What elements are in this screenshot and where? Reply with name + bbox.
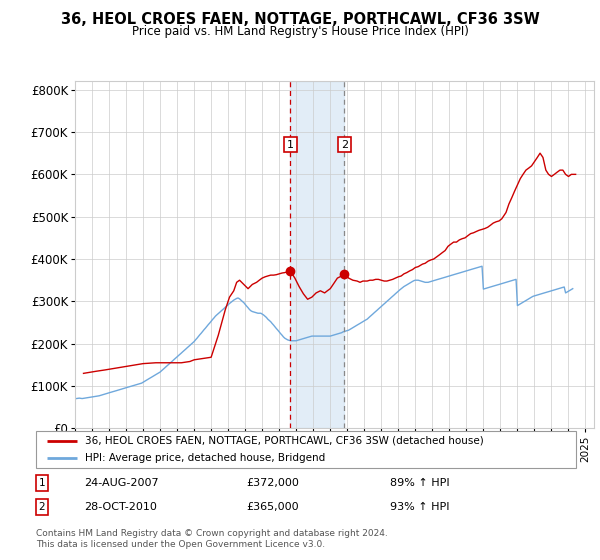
Text: 28-OCT-2010: 28-OCT-2010 [84,502,157,512]
Text: 1: 1 [287,139,294,150]
Text: 93% ↑ HPI: 93% ↑ HPI [390,502,449,512]
Text: 2: 2 [341,139,348,150]
Text: Price paid vs. HM Land Registry's House Price Index (HPI): Price paid vs. HM Land Registry's House … [131,25,469,38]
Text: 24-AUG-2007: 24-AUG-2007 [84,478,158,488]
Text: 36, HEOL CROES FAEN, NOTTAGE, PORTHCAWL, CF36 3SW (detached house): 36, HEOL CROES FAEN, NOTTAGE, PORTHCAWL,… [85,436,484,446]
Text: HPI: Average price, detached house, Bridgend: HPI: Average price, detached house, Brid… [85,453,325,463]
Text: 89% ↑ HPI: 89% ↑ HPI [390,478,449,488]
Text: £365,000: £365,000 [246,502,299,512]
Text: Contains HM Land Registry data © Crown copyright and database right 2024.
This d: Contains HM Land Registry data © Crown c… [36,529,388,549]
Text: £372,000: £372,000 [246,478,299,488]
Text: 36, HEOL CROES FAEN, NOTTAGE, PORTHCAWL, CF36 3SW: 36, HEOL CROES FAEN, NOTTAGE, PORTHCAWL,… [61,12,539,27]
Text: 2: 2 [38,502,46,512]
Bar [290,81,344,428]
Text: 1: 1 [38,478,46,488]
